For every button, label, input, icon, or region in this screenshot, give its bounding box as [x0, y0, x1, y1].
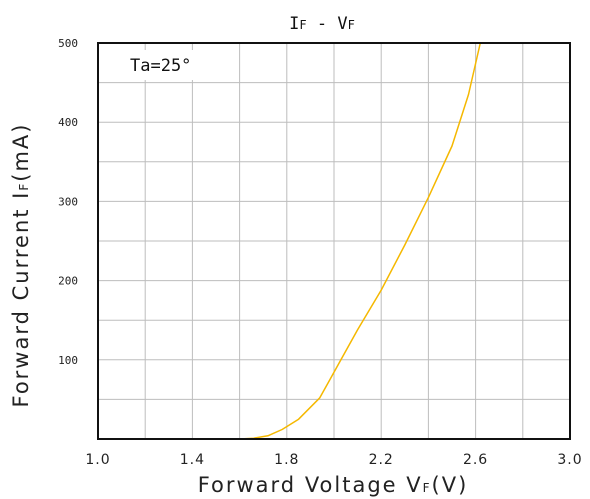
y-tick-label: 200: [58, 275, 78, 288]
x-tick-label: 1.8: [274, 452, 299, 468]
y-tick-label: 300: [58, 195, 78, 208]
x-axis-label-sub: F: [423, 481, 432, 495]
x-tick-label: 3.0: [557, 452, 582, 468]
x-axis-label: Forward Voltage VF(V): [198, 473, 469, 497]
y-axis-label-sub: F: [17, 182, 31, 191]
y-tick-label: 400: [58, 116, 78, 129]
series-layer: [192, 42, 482, 440]
tick-labels: 100 200 300 400 500 1.0 1.4 1.8 2.2 2.6 3.0: [58, 37, 582, 468]
x-tick-label: 1.0: [85, 452, 110, 468]
temperature-annotation: Ta=25°: [130, 56, 191, 76]
y-axis-label: Forward Current IF(mA): [9, 123, 33, 408]
y-axis-label-unit: (mA): [9, 123, 33, 182]
title-separator: -: [307, 14, 338, 34]
title-i-sub: F: [299, 18, 306, 32]
y-axis-label-text: Forward Current I: [9, 191, 33, 408]
title-v-sub: F: [348, 18, 355, 32]
title-i: I: [289, 14, 299, 34]
chart-title: IF - VF: [289, 14, 355, 34]
grid: [98, 43, 570, 439]
x-tick-label: 2.6: [463, 452, 488, 468]
y-tick-label: 500: [58, 37, 78, 50]
title-v: V: [337, 14, 347, 34]
plot-frame: [97, 42, 571, 440]
y-tick-label: 100: [58, 354, 78, 367]
series-line: [192, 42, 482, 440]
annotation-box: [120, 50, 217, 80]
x-tick-label: 1.4: [180, 452, 205, 468]
x-tick-label: 2.2: [369, 452, 394, 468]
x-axis-label-text: Forward Voltage V: [198, 473, 423, 497]
x-axis-label-unit: (V): [432, 473, 469, 497]
